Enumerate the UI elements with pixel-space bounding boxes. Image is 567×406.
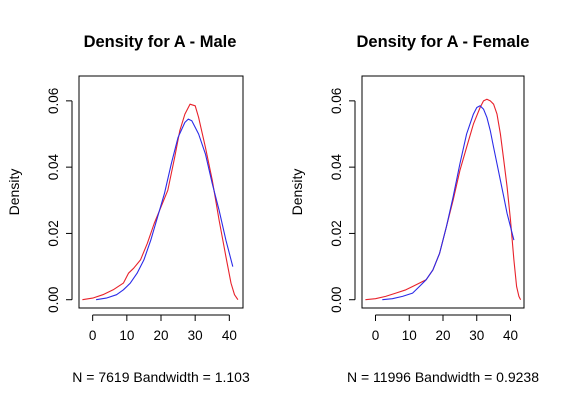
x-tick-label: 30 bbox=[188, 328, 203, 343]
density-line-red bbox=[82, 103, 239, 301]
x-tick-label: 20 bbox=[153, 328, 168, 343]
chart-title: Density for A - Female bbox=[357, 33, 530, 51]
chart-panel-1: Density for A - Male 0 10 20 30 40 0.00 0.02 0.0… bbox=[6, 33, 250, 385]
y-tick-label: 0.06 bbox=[329, 88, 344, 114]
x-tick-label: 40 bbox=[222, 328, 237, 343]
x-tick-label: 30 bbox=[469, 328, 484, 343]
density-line-blue bbox=[382, 105, 515, 301]
density-line-red bbox=[365, 98, 522, 301]
x-tick-label: 10 bbox=[119, 328, 134, 343]
chart-panel-2: Density for A - Female 0 10 20 30 40 0.00 0.02 0… bbox=[289, 33, 539, 385]
density-line-blue bbox=[96, 118, 234, 301]
plot-frame bbox=[78, 75, 244, 309]
x-tick-label: 10 bbox=[402, 328, 417, 343]
y-axis-label: Density bbox=[6, 169, 22, 216]
x-tick-label: 40 bbox=[503, 328, 518, 343]
y-tick-label: 0.06 bbox=[46, 88, 61, 114]
y-tick-label: 0.04 bbox=[46, 154, 61, 181]
x-tick-label: 0 bbox=[89, 328, 97, 343]
x-axis-label: N = 11996 Bandwidth = 0.9238 bbox=[347, 369, 539, 385]
x-axis-label: N = 7619 Bandwidth = 1.103 bbox=[72, 369, 250, 385]
y-tick-label: 0.00 bbox=[46, 287, 61, 313]
x-tick-label: 20 bbox=[435, 328, 450, 343]
y-tick-label: 0.02 bbox=[329, 220, 344, 246]
y-tick-label: 0.02 bbox=[46, 220, 61, 246]
plot-frame bbox=[361, 75, 525, 309]
y-tick-label: 0.00 bbox=[329, 287, 344, 313]
y-tick-label: 0.04 bbox=[329, 154, 344, 181]
x-tick-label: 0 bbox=[372, 328, 380, 343]
y-axis-label: Density bbox=[289, 169, 305, 216]
chart-title: Density for A - Male bbox=[84, 33, 237, 51]
